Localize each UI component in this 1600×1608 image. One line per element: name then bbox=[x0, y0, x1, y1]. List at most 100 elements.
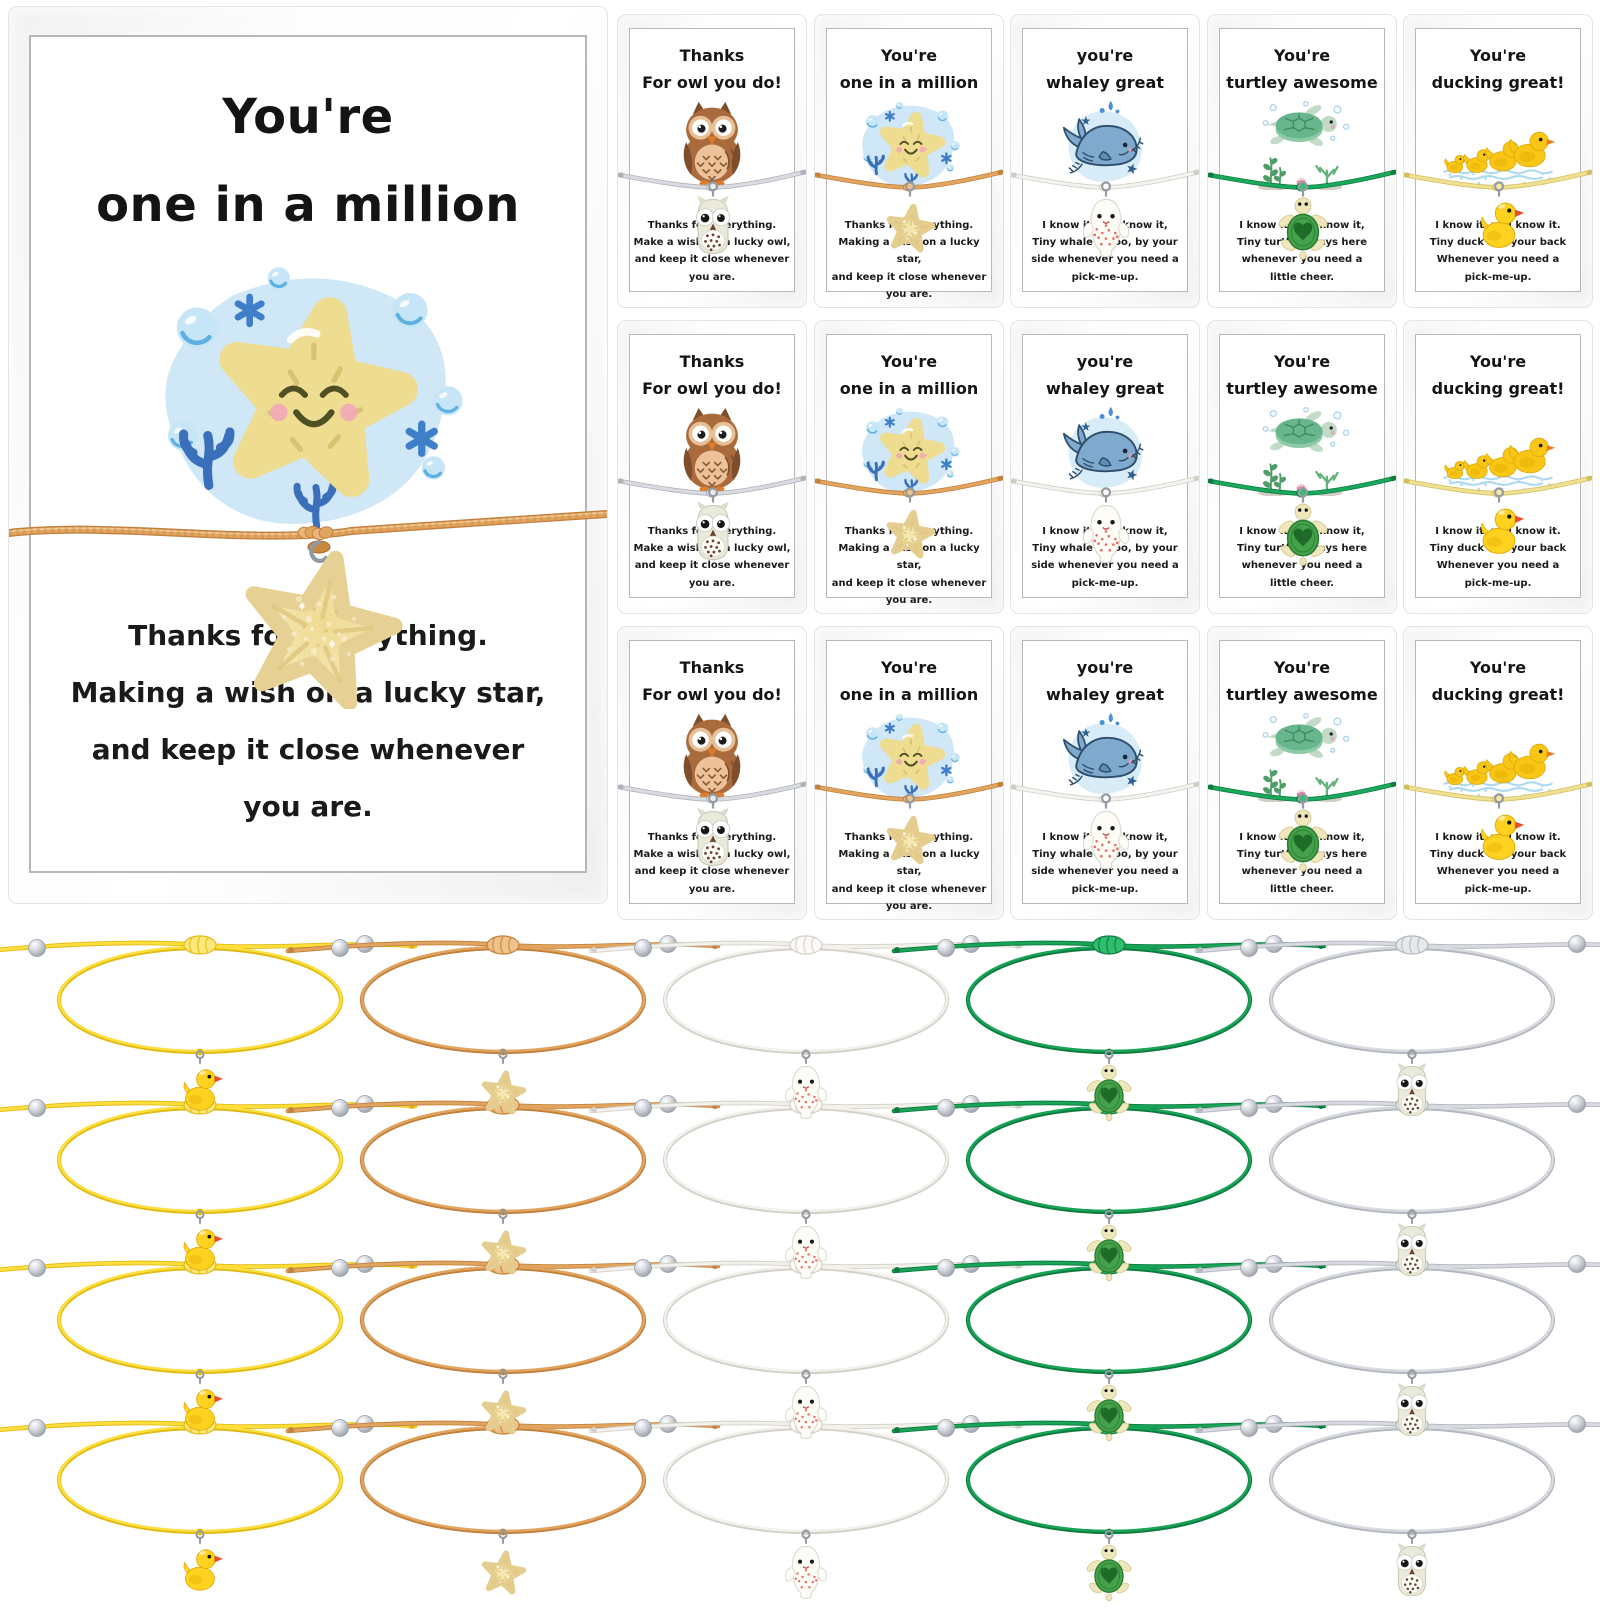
turtle-charm-icon bbox=[1086, 1209, 1132, 1282]
card-title-line: You're bbox=[1469, 46, 1527, 65]
cord-end-knot bbox=[1193, 475, 1199, 482]
bracelet-cord bbox=[1404, 467, 1592, 507]
cord-end-knot bbox=[1208, 478, 1214, 484]
card-title: You're one in a million bbox=[827, 654, 991, 708]
main-gift-card: You're one in a million Thanks for every… bbox=[29, 35, 587, 873]
whale-charm-icon bbox=[784, 1369, 828, 1439]
cord-end-knot bbox=[815, 478, 821, 484]
cord-end-knot bbox=[1011, 478, 1017, 484]
cord-end-knot bbox=[288, 1427, 294, 1433]
card-cord-svg bbox=[618, 169, 806, 192]
card-title-line: Thanks bbox=[679, 46, 745, 65]
sliding-knot bbox=[183, 935, 217, 955]
card-title-line: You're bbox=[1273, 658, 1331, 677]
card-message-line: pick-me-up. bbox=[1071, 271, 1139, 283]
cord-end-knot bbox=[815, 172, 821, 178]
card-message-line: whenever you need a bbox=[1241, 560, 1363, 572]
silver-bead bbox=[634, 1259, 652, 1277]
card-message-line: you are. bbox=[885, 594, 933, 606]
starfish-charm-icon bbox=[214, 539, 424, 709]
starfish-charm-icon bbox=[882, 177, 938, 261]
cord-end-knot bbox=[591, 1107, 597, 1113]
duck-charm-svg bbox=[1481, 793, 1525, 860]
starfish-charm-svg bbox=[886, 487, 936, 559]
card-title-line: You're bbox=[880, 658, 938, 677]
cord-end-knot bbox=[1586, 475, 1592, 482]
duck-charm-icon bbox=[183, 1529, 223, 1591]
cord-end-knot bbox=[1390, 781, 1396, 788]
starfish-charm-icon bbox=[481, 1529, 527, 1595]
starfish-charm-icon bbox=[882, 483, 938, 567]
starfish-illustration bbox=[850, 404, 968, 496]
turtle-charm-icon bbox=[1275, 789, 1331, 873]
silver-bead bbox=[1240, 1419, 1258, 1437]
silver-bead bbox=[937, 1419, 955, 1437]
owl-charm-icon bbox=[685, 789, 741, 873]
whale-charm-svg bbox=[1082, 181, 1130, 258]
turtle-illustration bbox=[1243, 710, 1361, 803]
silver-bead bbox=[1240, 939, 1258, 957]
owl-charm-icon bbox=[685, 177, 741, 261]
card-message-line: and keep it close whenever bbox=[831, 883, 987, 895]
starfish-card-package: You're one in a million Thanks for every… bbox=[814, 626, 1004, 920]
owl-illustration bbox=[653, 710, 771, 802]
owl-charm-icon bbox=[1396, 1529, 1428, 1597]
bracelet-cord bbox=[618, 773, 806, 813]
sliding-knot bbox=[1395, 935, 1429, 955]
card-title-line: You're bbox=[880, 352, 938, 371]
cord-end-knot bbox=[1390, 475, 1396, 482]
owl-charm-icon bbox=[1396, 1369, 1428, 1437]
card-cord-svg bbox=[1404, 475, 1592, 498]
starfish-gift-card: You're one in a million Thanks for every… bbox=[826, 28, 992, 300]
whale-charm-icon bbox=[1078, 789, 1134, 873]
owl-illustration bbox=[653, 404, 771, 496]
silver-bead bbox=[937, 1099, 955, 1117]
silver-bead bbox=[28, 1419, 46, 1437]
card-title-line: one in a million bbox=[839, 73, 979, 92]
cord-end-knot bbox=[1586, 169, 1592, 176]
card-title-line: one in a million bbox=[96, 177, 520, 233]
card-title-line: whaley great bbox=[1046, 379, 1164, 398]
cord-end-knot bbox=[618, 172, 624, 178]
card-title: Thanks For owl you do! bbox=[630, 654, 794, 708]
owl-charm-svg bbox=[696, 181, 730, 255]
turtle-illustration-svg bbox=[1257, 406, 1350, 497]
card-cord-svg bbox=[1208, 475, 1396, 498]
card-message-line: and keep it close whenever bbox=[634, 254, 790, 266]
whale-card-package: you're whaley great I know it, you know … bbox=[1010, 14, 1200, 308]
cord-end-knot bbox=[618, 784, 624, 790]
starfish-charm-icon bbox=[481, 1369, 527, 1435]
card-title-line: For owl you do! bbox=[642, 73, 782, 92]
cord-end-knot bbox=[1193, 781, 1199, 788]
silver-bead bbox=[1568, 1415, 1586, 1433]
duck-charm-svg bbox=[1481, 487, 1525, 554]
cord-end-knot bbox=[894, 1267, 900, 1273]
whale-illustration bbox=[1046, 404, 1164, 496]
cord-end-knot bbox=[288, 1267, 294, 1273]
owl-card-package: Thanks For owl you do! Thanks for everyt… bbox=[617, 626, 807, 920]
duck-illustration bbox=[1439, 404, 1557, 496]
card-message-line: you are. bbox=[688, 577, 736, 589]
starfish-card-package: You're one in a million Thanks for every… bbox=[814, 320, 1004, 614]
turtle-bracelet bbox=[889, 918, 1329, 1128]
card-title-line: You're bbox=[1469, 658, 1527, 677]
turtle-charm-svg bbox=[1278, 793, 1328, 872]
card-message-line: Whenever you need a bbox=[1436, 254, 1560, 266]
starfish-charm-icon bbox=[481, 1209, 527, 1275]
duck-charm-icon bbox=[1471, 177, 1527, 261]
card-title: You're ducking great! bbox=[1416, 42, 1580, 96]
card-message-line: whenever you need a bbox=[1241, 254, 1363, 266]
cord-end-knot bbox=[591, 1267, 597, 1273]
cord-end-knot bbox=[288, 947, 294, 953]
card-message-line: and keep it close whenever bbox=[634, 866, 790, 878]
silver-bead bbox=[331, 1419, 349, 1437]
card-message-line: and keep it close whenever bbox=[634, 560, 790, 572]
silver-bead bbox=[331, 1099, 349, 1117]
bracelet-cord bbox=[618, 161, 806, 201]
card-message-line: you are. bbox=[885, 288, 933, 300]
owl-illustration bbox=[653, 98, 771, 190]
silver-bead bbox=[937, 939, 955, 957]
silver-bead bbox=[634, 1099, 652, 1117]
silver-bead bbox=[28, 1099, 46, 1117]
duck-charm-icon bbox=[1471, 483, 1527, 567]
